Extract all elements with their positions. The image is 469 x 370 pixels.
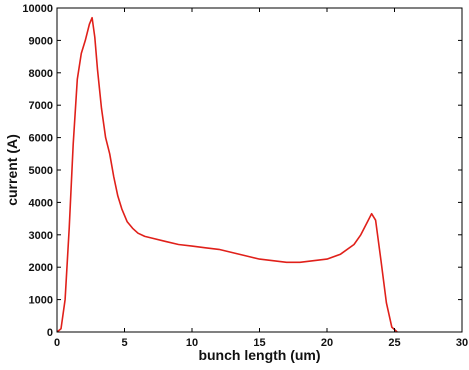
y-tick-label: 8000 <box>29 68 53 80</box>
y-axis-label: current (A) <box>4 134 20 206</box>
y-tick-label: 10000 <box>22 3 53 15</box>
x-tick-label: 0 <box>54 337 60 349</box>
x-tick-label: 25 <box>388 337 400 349</box>
x-tick-label: 30 <box>456 337 468 349</box>
axes: 0 5 10 15 20 25 30 0 1000 2000 3000 4000 5000 6000 700… <box>22 3 468 349</box>
y-tick-label: 6000 <box>29 133 53 145</box>
series-line-0 <box>56 16 398 333</box>
x-tick-label: 20 <box>321 337 333 349</box>
x-tick-label: 15 <box>253 337 265 349</box>
y-tick-label: 3000 <box>29 230 53 242</box>
y-tick-label: 1000 <box>29 295 53 307</box>
y-tick-label: 0 <box>47 327 53 339</box>
y-tick-label: 5000 <box>29 165 53 177</box>
y-tick-label: 7000 <box>29 100 53 112</box>
y-tick-label: 9000 <box>29 35 53 47</box>
x-tick-label: 5 <box>121 337 127 349</box>
x-axis-label: bunch length (um) <box>198 347 320 363</box>
plot-area <box>56 16 398 333</box>
y-tick-label: 4000 <box>29 197 53 209</box>
x-tick-label: 10 <box>186 337 198 349</box>
y-tick-label: 2000 <box>29 262 53 274</box>
